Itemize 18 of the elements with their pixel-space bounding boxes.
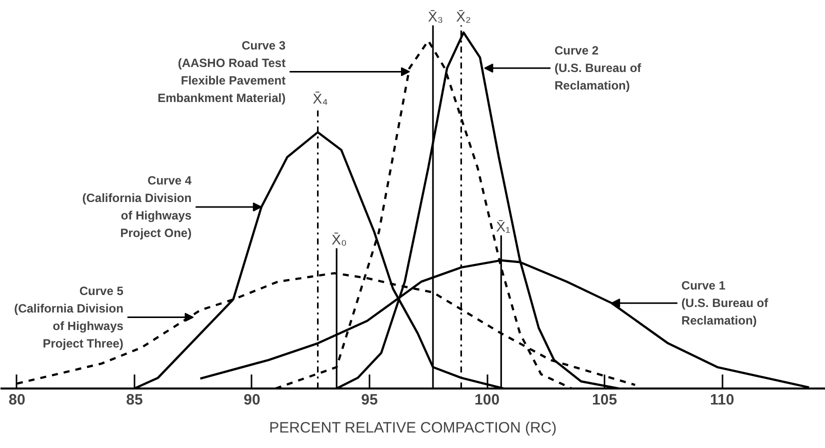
ref-line-label: X̄₂: [456, 8, 471, 24]
x-tick-label: 80: [8, 392, 26, 408]
annotation: Curve 1 (U.S. Bureau of Reclamation): [681, 278, 770, 328]
annotation: Curve 4 (California Division of Highways Project One): [82, 174, 192, 240]
x-tick-label: 95: [361, 392, 378, 408]
x-tick-label: 90: [244, 392, 260, 408]
x-tick-label: 110: [710, 392, 734, 408]
x-tick-label: 100: [474, 392, 500, 408]
x-axis-title: PERCENT RELATIVE COMPACTION (RC): [269, 420, 557, 436]
x-tick-label: 105: [592, 392, 618, 408]
ref-line-label: X̄₄: [312, 90, 328, 106]
ref-line-label: X̄₀: [332, 231, 347, 248]
annotation: Curve 3 (AASHO Road Test Flexible Pavement Embankment Material): [158, 38, 286, 105]
annotation: Curve 2 (U.S. Bureau of Reclamation): [554, 44, 642, 93]
x-tick-label: 85: [126, 392, 143, 408]
ref-line-label: X̄₃: [428, 8, 444, 24]
ref-line-label: X̄₁: [496, 218, 510, 234]
annotation: Curve 5 (California Division of Highways Project Three): [14, 284, 124, 351]
